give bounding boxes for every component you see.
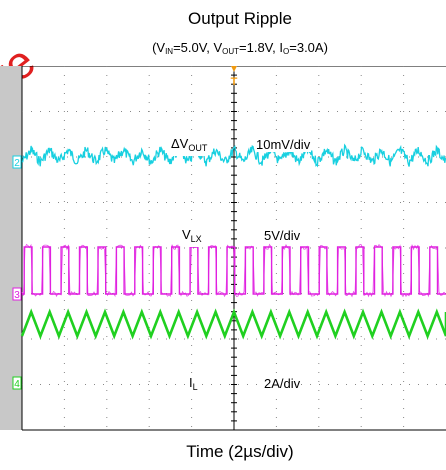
channel-2-marker-label: 2 [14,158,20,169]
channel-marker-strip [0,66,22,430]
label-vout: ΔVOUT [170,136,208,156]
trigger-arrow-icon [230,66,238,72]
label-il: IL [188,375,199,395]
oscilloscope-screen: 2 3 4 T [0,66,446,436]
scale-il: 2A/div [263,376,301,391]
chart-title: Output Ripple [120,9,360,29]
channel-4-marker-label: 4 [14,379,20,390]
scale-vlx: 5V/div [263,228,301,243]
label-vlx: VLX [181,227,203,247]
x-axis-label: Time (2µs/div) [100,442,380,462]
channel-3-marker-label: 3 [14,290,20,301]
chart-subtitle: (VIN=5.0V, VOUT=1.8V, IO=3.0A) [60,40,420,56]
scale-vout: 10mV/div [255,137,311,152]
trigger-label: T [231,76,238,88]
